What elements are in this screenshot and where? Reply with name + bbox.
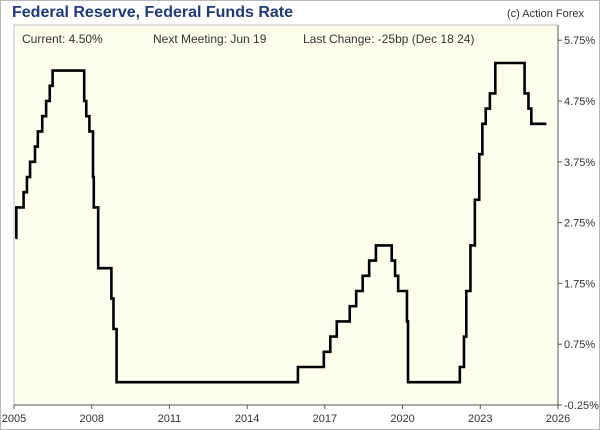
y-tick-label: 4.75% xyxy=(564,96,595,108)
y-tick-label: 5.75% xyxy=(564,35,595,47)
x-tick-label: 2008 xyxy=(79,413,103,425)
x-tick-label: 2023 xyxy=(468,413,492,425)
info-current: Current: 4.50% xyxy=(22,32,103,46)
y-tick-label: -0.25% xyxy=(564,400,599,412)
copyright-label: (c) Action Forex xyxy=(506,8,584,20)
x-tick-label: 2011 xyxy=(158,413,182,425)
y-axis: -0.25% 0.75% 1.75% 2.75% 3.75% 4.75% 5.75% xyxy=(557,25,599,412)
x-tick-label: 2017 xyxy=(313,413,337,425)
plot-area xyxy=(13,24,559,406)
y-tick-label: 3.75% xyxy=(564,157,595,169)
x-tick-label: 2014 xyxy=(235,413,259,425)
x-axis: 2005 2008 2011 2014 2017 2020 2023 2026 xyxy=(2,404,570,425)
y-tick-label: 1.75% xyxy=(564,278,595,290)
x-tick-label: 2026 xyxy=(546,413,570,425)
info-next-meeting: Next Meeting: Jun 19 xyxy=(153,32,267,46)
chart-title: Federal Reserve, Federal Funds Rate xyxy=(12,4,293,21)
y-tick-label: 0.75% xyxy=(564,339,595,351)
x-tick-label: 2005 xyxy=(2,413,26,425)
y-tick-label: 2.75% xyxy=(564,218,595,230)
series-line-fed-funds-rate xyxy=(15,61,547,384)
info-last-change: Last Change: -25bp (Dec 18 24) xyxy=(303,32,474,46)
x-tick-label: 2020 xyxy=(390,413,414,425)
